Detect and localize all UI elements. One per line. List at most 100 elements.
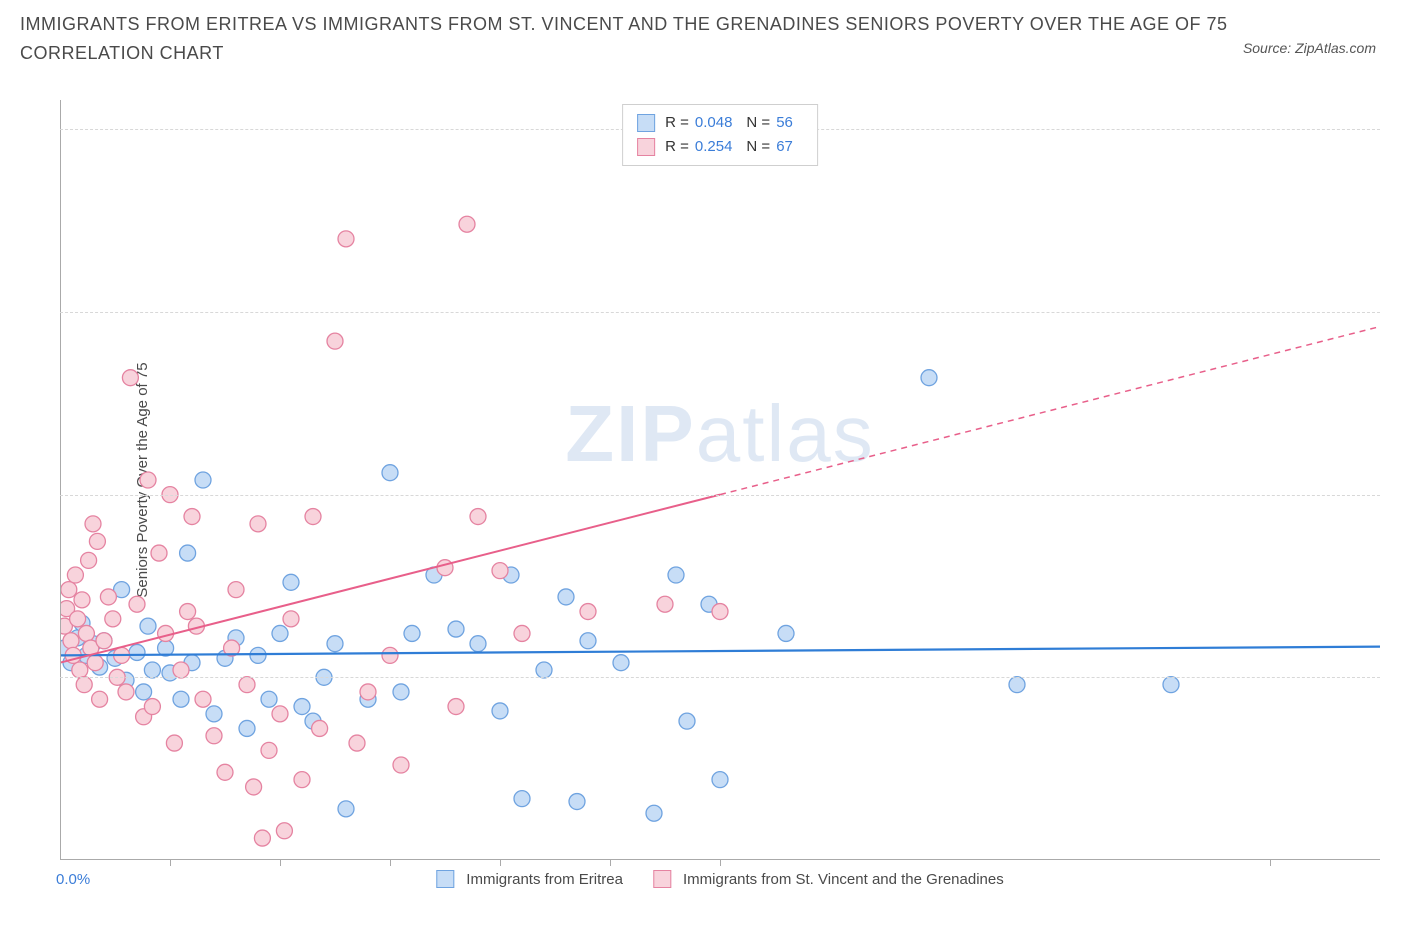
data-point <box>283 574 299 590</box>
data-point <box>180 545 196 561</box>
scatter-chart: Seniors Poverty Over the Age of 75 ZIPat… <box>60 100 1380 860</box>
data-point <box>276 823 292 839</box>
legend-N-label: N = <box>746 111 770 135</box>
data-point <box>250 516 266 532</box>
data-point <box>70 611 86 627</box>
x-tick-mark <box>1270 860 1271 866</box>
data-point <box>100 589 116 605</box>
data-point <box>437 560 453 576</box>
data-point <box>404 625 420 641</box>
data-point <box>195 691 211 707</box>
gridline <box>60 495 1380 496</box>
data-point <box>261 742 277 758</box>
data-point <box>129 596 145 612</box>
data-point <box>144 699 160 715</box>
data-point <box>393 684 409 700</box>
x-tick-mark <box>500 860 501 866</box>
trend-line <box>60 495 720 663</box>
legend-swatch <box>637 114 655 132</box>
data-point <box>272 706 288 722</box>
legend-swatch <box>653 870 671 888</box>
data-point <box>228 582 244 598</box>
data-point <box>569 794 585 810</box>
x-tick-mark <box>610 860 611 866</box>
legend-N-value: 56 <box>776 111 793 135</box>
trend-line-dashed <box>720 327 1380 495</box>
data-point <box>166 735 182 751</box>
x-tick-mark <box>390 860 391 866</box>
data-point <box>184 509 200 525</box>
page-title-line1: IMMIGRANTS FROM ERITREA VS IMMIGRANTS FR… <box>20 10 1228 39</box>
data-point <box>136 684 152 700</box>
data-point <box>140 618 156 634</box>
data-point <box>536 662 552 678</box>
data-point <box>657 596 673 612</box>
legend-N-value: 67 <box>776 135 793 159</box>
data-point <box>78 625 94 641</box>
legend-stat-row: R =0.048N =56 <box>637 111 803 135</box>
data-point <box>122 370 138 386</box>
data-point <box>254 830 270 846</box>
data-point <box>180 604 196 620</box>
data-point <box>96 633 112 649</box>
data-point <box>327 333 343 349</box>
data-point <box>173 691 189 707</box>
data-point <box>217 764 233 780</box>
data-point <box>105 611 121 627</box>
data-point <box>448 699 464 715</box>
data-point <box>580 633 596 649</box>
x-tick-min: 0.0% <box>56 871 90 888</box>
data-point <box>514 625 530 641</box>
data-point <box>712 772 728 788</box>
data-point <box>72 662 88 678</box>
data-point <box>921 370 937 386</box>
x-tick-mark <box>170 860 171 866</box>
data-point <box>144 662 160 678</box>
data-point <box>448 621 464 637</box>
legend-swatch <box>637 138 655 156</box>
data-point <box>338 231 354 247</box>
data-point <box>239 677 255 693</box>
data-point <box>92 691 108 707</box>
data-point <box>382 647 398 663</box>
data-point <box>76 677 92 693</box>
data-point <box>327 636 343 652</box>
data-point <box>206 728 222 744</box>
data-point <box>85 516 101 532</box>
legend-R-label: R = <box>665 111 689 135</box>
data-point <box>312 720 328 736</box>
legend-item: Immigrants from St. Vincent and the Gren… <box>653 870 1004 888</box>
gridline <box>60 312 1380 313</box>
data-point <box>195 472 211 488</box>
data-point <box>1009 677 1025 693</box>
data-point <box>87 655 103 671</box>
data-point <box>61 582 77 598</box>
data-point <box>514 791 530 807</box>
data-point <box>668 567 684 583</box>
data-point <box>679 713 695 729</box>
legend-stat-row: R =0.254N =67 <box>637 135 803 159</box>
data-point <box>305 509 321 525</box>
legend-swatch <box>436 870 454 888</box>
data-point <box>492 563 508 579</box>
data-point <box>118 684 134 700</box>
y-axis-line <box>60 100 61 860</box>
data-point <box>67 567 83 583</box>
data-point <box>1163 677 1179 693</box>
data-point <box>778 625 794 641</box>
source-label: Source: ZipAtlas.com <box>1243 40 1376 56</box>
data-point <box>89 533 105 549</box>
data-point <box>558 589 574 605</box>
data-point <box>74 592 90 608</box>
x-tick-mark <box>280 860 281 866</box>
data-point <box>360 684 376 700</box>
data-point <box>151 545 167 561</box>
data-point <box>470 636 486 652</box>
data-point <box>470 509 486 525</box>
data-point <box>272 625 288 641</box>
data-point <box>294 699 310 715</box>
data-point <box>712 604 728 620</box>
data-point <box>283 611 299 627</box>
data-point <box>492 703 508 719</box>
data-point <box>206 706 222 722</box>
